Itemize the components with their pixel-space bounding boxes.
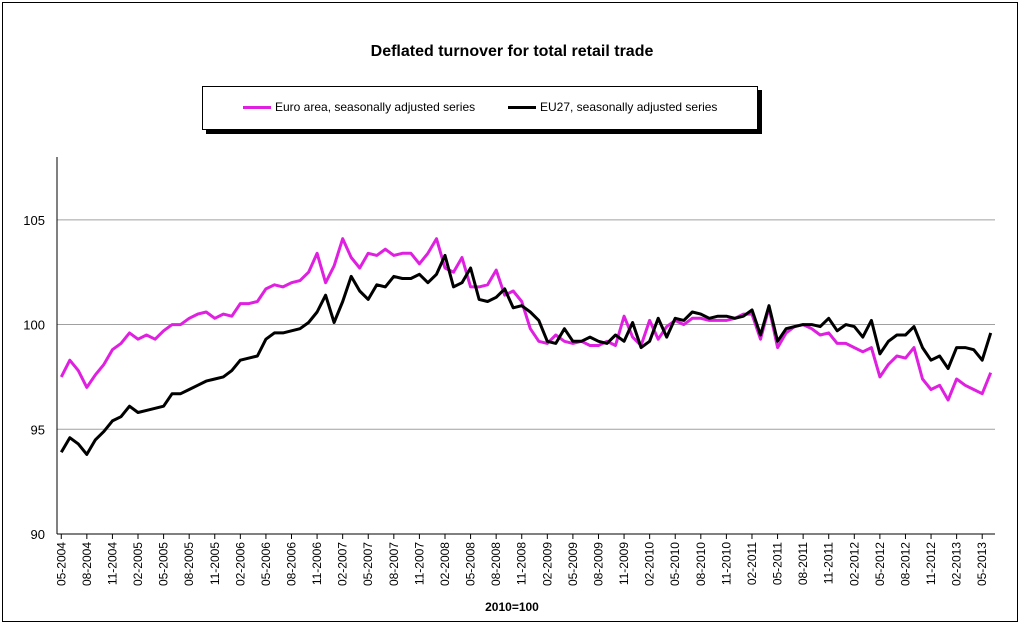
- legend-swatch-euro-area: [243, 105, 271, 109]
- x-tick-label-11-2008: 11-2008: [515, 542, 529, 585]
- x-tick-label-11-2012: 11-2012: [924, 542, 938, 585]
- x-tick-label-05-2006: 05-2006: [259, 542, 273, 586]
- x-tick-label-08-2012: 08-2012: [898, 542, 912, 586]
- x-axis-label: 2010=100: [485, 600, 539, 614]
- legend-item-euro-area: Euro area, seasonally adjusted series: [243, 100, 475, 114]
- x-tick-label-05-2010: 05-2010: [668, 542, 682, 586]
- x-tick-label-08-2011: 08-2011: [796, 542, 810, 585]
- x-tick-label-02-2013: 02-2013: [950, 542, 964, 586]
- series-line-euro-area: [59, 237, 993, 402]
- x-tick-label-05-2005: 05-2005: [157, 542, 171, 586]
- x-tick-label-08-2008: 08-2008: [489, 542, 503, 586]
- chart-legend: Euro area, seasonally adjusted series EU…: [202, 86, 758, 130]
- legend-label-euro-area: Euro area, seasonally adjusted series: [275, 100, 476, 114]
- y-tick-label-100: 100: [23, 318, 45, 333]
- x-tick-label-11-2009: 11-2009: [617, 542, 631, 585]
- x-tick-label-02-2006: 02-2006: [233, 542, 247, 586]
- y-tick-label-105: 105: [23, 213, 45, 228]
- x-tick-label-02-2008: 02-2008: [438, 542, 452, 586]
- x-tick-label-02-2010: 02-2010: [643, 542, 657, 586]
- x-tick-label-05-2011: 05-2011: [771, 542, 785, 585]
- x-tick-label-05-2007: 05-2007: [361, 542, 375, 586]
- y-tick-label-95: 95: [31, 422, 45, 437]
- x-tick-label-05-2013: 05-2013: [975, 542, 989, 586]
- x-tick-label-08-2006: 08-2006: [285, 542, 299, 586]
- x-tick-label-02-2012: 02-2012: [847, 542, 861, 586]
- x-tick-label-11-2011: 11-2011: [822, 542, 836, 585]
- x-tick-label-08-2009: 08-2009: [591, 542, 605, 586]
- x-tick-label-11-2010: 11-2010: [719, 542, 733, 585]
- x-tick-label-11-2006: 11-2006: [310, 542, 324, 585]
- y-tick-label-90: 90: [31, 527, 45, 542]
- legend-item-eu27: EU27, seasonally adjusted series: [508, 100, 717, 114]
- chart-title: Deflated turnover for total retail trade: [370, 43, 654, 60]
- x-tick-label-08-2007: 08-2007: [387, 542, 401, 586]
- x-tick-label-02-2005: 02-2005: [131, 542, 145, 586]
- x-tick-label-11-2005: 11-2005: [208, 542, 222, 585]
- legend-swatch-eu27: [508, 105, 536, 109]
- chart-frame: [2, 2, 1018, 622]
- x-tick-label-02-2007: 02-2007: [336, 542, 350, 586]
- x-tick-label-05-2012: 05-2012: [873, 542, 887, 586]
- x-tick-label-08-2004: 08-2004: [80, 542, 94, 586]
- x-tick-label-05-2009: 05-2009: [566, 542, 580, 586]
- x-tick-label-05-2004: 05-2004: [54, 542, 68, 586]
- x-tick-label-05-2008: 05-2008: [464, 542, 478, 586]
- x-tick-label-08-2005: 08-2005: [182, 542, 196, 586]
- x-tick-label-11-2007: 11-2007: [412, 542, 426, 585]
- x-tick-label-02-2011: 02-2011: [745, 542, 759, 585]
- legend-label-eu27: EU27, seasonally adjusted series: [540, 100, 718, 114]
- x-tick-label-11-2004: 11-2004: [105, 542, 119, 585]
- series-line-eu27: [60, 253, 993, 456]
- x-tick-label-08-2010: 08-2010: [694, 542, 708, 586]
- x-tick-label-02-2009: 02-2009: [540, 542, 554, 586]
